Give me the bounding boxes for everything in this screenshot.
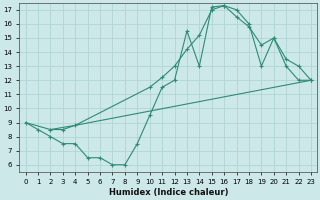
X-axis label: Humidex (Indice chaleur): Humidex (Indice chaleur): [108, 188, 228, 197]
